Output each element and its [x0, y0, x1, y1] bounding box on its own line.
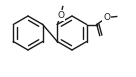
Text: O: O — [57, 11, 64, 20]
Text: O: O — [103, 13, 110, 22]
